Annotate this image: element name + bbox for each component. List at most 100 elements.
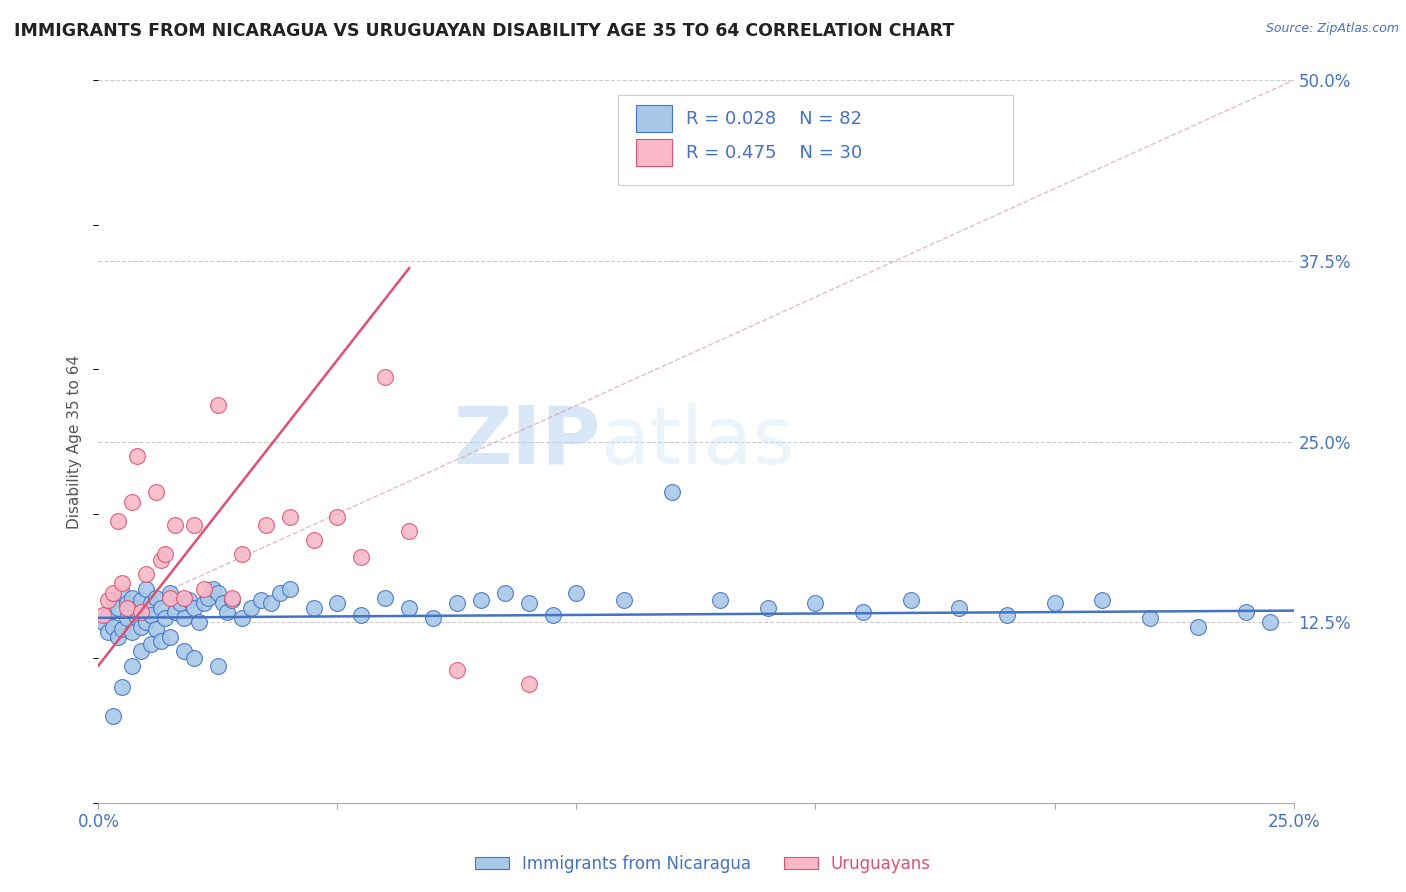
Point bbox=[326, 509, 349, 524]
Point bbox=[183, 651, 205, 665]
Point bbox=[97, 625, 120, 640]
Point bbox=[121, 625, 143, 640]
Point bbox=[135, 582, 157, 596]
Point bbox=[101, 709, 124, 723]
Point bbox=[231, 547, 253, 561]
Point bbox=[159, 630, 181, 644]
Point bbox=[179, 593, 201, 607]
Point bbox=[107, 600, 129, 615]
Point bbox=[131, 593, 153, 607]
Point bbox=[101, 619, 124, 633]
Point bbox=[121, 495, 143, 509]
Text: ZIP: ZIP bbox=[453, 402, 600, 481]
Point bbox=[131, 644, 153, 658]
Text: R = 0.028    N = 82: R = 0.028 N = 82 bbox=[686, 110, 862, 128]
Point bbox=[111, 576, 134, 591]
Point bbox=[494, 586, 516, 600]
Point bbox=[1258, 615, 1281, 630]
Point bbox=[155, 611, 177, 625]
Point bbox=[173, 644, 195, 658]
Point bbox=[517, 677, 540, 691]
Point bbox=[709, 593, 731, 607]
Point bbox=[183, 518, 205, 533]
FancyBboxPatch shape bbox=[619, 95, 1012, 185]
Point bbox=[145, 591, 167, 605]
Point bbox=[111, 623, 134, 637]
Point bbox=[97, 607, 120, 622]
Point bbox=[125, 611, 148, 625]
Point bbox=[231, 611, 253, 625]
Point bbox=[145, 623, 167, 637]
Point bbox=[541, 607, 564, 622]
Point bbox=[183, 600, 205, 615]
Point bbox=[1043, 596, 1066, 610]
Point bbox=[101, 593, 124, 607]
Point bbox=[139, 607, 162, 622]
Point bbox=[159, 586, 181, 600]
Point bbox=[422, 611, 444, 625]
Point bbox=[269, 586, 291, 600]
Point bbox=[948, 600, 970, 615]
Point bbox=[221, 591, 243, 605]
Point bbox=[111, 680, 134, 694]
Point bbox=[374, 369, 396, 384]
Point bbox=[101, 586, 124, 600]
Text: IMMIGRANTS FROM NICARAGUA VS URUGUAYAN DISABILITY AGE 35 TO 64 CORRELATION CHART: IMMIGRANTS FROM NICARAGUA VS URUGUAYAN D… bbox=[14, 22, 955, 40]
Point bbox=[1139, 611, 1161, 625]
Point bbox=[121, 658, 143, 673]
Point bbox=[374, 591, 396, 605]
Point bbox=[446, 596, 468, 610]
Point bbox=[121, 591, 143, 605]
Point bbox=[125, 600, 148, 615]
Point bbox=[169, 596, 191, 610]
Point bbox=[1187, 619, 1209, 633]
Point bbox=[302, 600, 325, 615]
Point bbox=[517, 596, 540, 610]
Point bbox=[217, 605, 239, 619]
Point bbox=[207, 586, 229, 600]
Point bbox=[149, 634, 172, 648]
Legend: Immigrants from Nicaragua, Uruguayans: Immigrants from Nicaragua, Uruguayans bbox=[468, 848, 938, 880]
Bar bbox=[637, 139, 672, 166]
Point bbox=[139, 637, 162, 651]
Point bbox=[661, 485, 683, 500]
Point bbox=[565, 586, 588, 600]
Point bbox=[446, 663, 468, 677]
Point bbox=[91, 607, 114, 622]
Point bbox=[852, 605, 875, 619]
Point bbox=[135, 567, 157, 582]
Point bbox=[326, 596, 349, 610]
Point bbox=[207, 658, 229, 673]
Point bbox=[163, 605, 186, 619]
Point bbox=[278, 582, 301, 596]
Point bbox=[149, 553, 172, 567]
Point bbox=[187, 615, 209, 630]
Point bbox=[350, 550, 373, 565]
Point bbox=[250, 593, 273, 607]
Point bbox=[115, 600, 138, 615]
Point bbox=[107, 514, 129, 528]
Point bbox=[173, 611, 195, 625]
Point bbox=[131, 605, 153, 619]
Point bbox=[145, 485, 167, 500]
Point bbox=[211, 596, 233, 610]
Point bbox=[159, 591, 181, 605]
Point bbox=[756, 600, 779, 615]
Point bbox=[398, 600, 420, 615]
Point bbox=[1091, 593, 1114, 607]
Point bbox=[202, 582, 225, 596]
Point bbox=[259, 596, 281, 610]
Point bbox=[278, 509, 301, 524]
Point bbox=[173, 591, 195, 605]
Point bbox=[350, 607, 373, 622]
Point bbox=[804, 596, 827, 610]
Point bbox=[900, 593, 922, 607]
Point bbox=[995, 607, 1018, 622]
Point bbox=[1234, 605, 1257, 619]
Text: Source: ZipAtlas.com: Source: ZipAtlas.com bbox=[1265, 22, 1399, 36]
Point bbox=[613, 593, 636, 607]
Point bbox=[197, 591, 219, 605]
Point bbox=[254, 518, 277, 533]
Bar bbox=[637, 105, 672, 132]
Point bbox=[302, 533, 325, 547]
